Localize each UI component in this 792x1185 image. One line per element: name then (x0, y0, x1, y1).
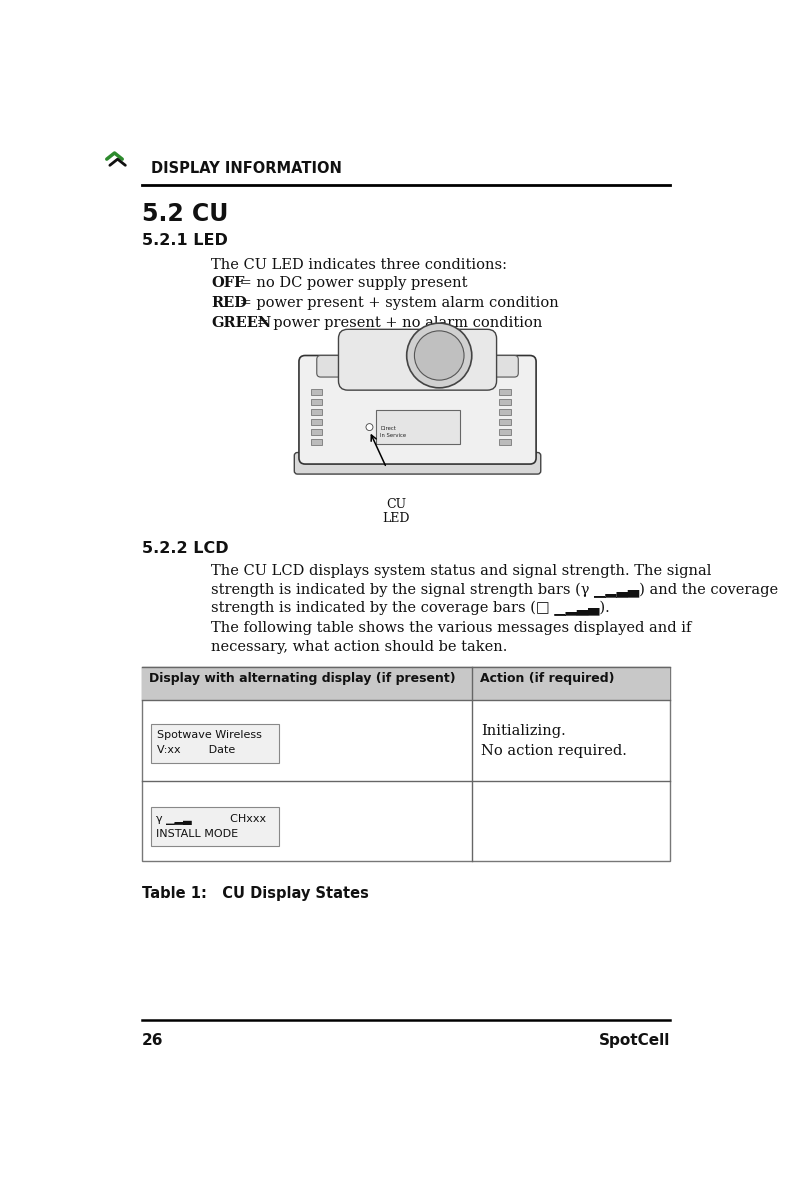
Text: γ ▁▂▃           CHxxx
INSTALL MODE: γ ▁▂▃ CHxxx INSTALL MODE (155, 814, 265, 839)
Bar (499, 389, 511, 395)
FancyBboxPatch shape (375, 410, 460, 444)
Bar (142, 667, 670, 699)
Text: strength is indicated by the signal strength bars (γ ▁▂▃▄) and the coverage: strength is indicated by the signal stre… (211, 583, 779, 598)
Text: Table 1:   CU Display States: Table 1: CU Display States (142, 886, 368, 901)
Text: RED: RED (211, 296, 247, 310)
Bar (310, 409, 322, 415)
Bar (310, 398, 322, 405)
Bar (499, 409, 511, 415)
Text: SpotCell: SpotCell (599, 1033, 670, 1048)
Text: OFF: OFF (211, 276, 245, 290)
Text: = no DC power supply present: = no DC power supply present (234, 276, 467, 290)
Text: 5.2.2 LCD: 5.2.2 LCD (142, 542, 228, 556)
Bar (151, 807, 279, 846)
Text: Display with alternating display (if present): Display with alternating display (if pre… (150, 672, 456, 685)
Circle shape (366, 423, 373, 430)
Bar (310, 438, 322, 444)
Text: 5.2.1 LED: 5.2.1 LED (142, 233, 227, 248)
Bar (142, 667, 670, 861)
Bar (499, 418, 511, 424)
Text: The following table shows the various messages displayed and if: The following table shows the various me… (211, 621, 691, 635)
Circle shape (406, 324, 472, 387)
Bar (499, 429, 511, 435)
Bar (151, 724, 279, 763)
Text: The CU LCD displays system status and signal strength. The signal: The CU LCD displays system status and si… (211, 564, 712, 578)
Text: necessary, what action should be taken.: necessary, what action should be taken. (211, 640, 508, 654)
FancyBboxPatch shape (299, 356, 536, 465)
FancyBboxPatch shape (338, 329, 497, 390)
Text: Action (if required): Action (if required) (480, 672, 615, 685)
Text: strength is indicated by the coverage bars (□ ▁▂▃▄).: strength is indicated by the coverage ba… (211, 601, 610, 616)
Bar (499, 398, 511, 405)
Text: CU: CU (386, 498, 406, 511)
Text: = power present + system alarm condition: = power present + system alarm condition (234, 296, 558, 310)
Circle shape (414, 331, 464, 380)
Bar (310, 418, 322, 424)
FancyBboxPatch shape (295, 453, 541, 474)
Bar (310, 389, 322, 395)
Text: 26: 26 (142, 1033, 163, 1048)
Text: 5.2 CU: 5.2 CU (142, 203, 228, 226)
Text: LED: LED (382, 512, 409, 525)
Text: Spotwave Wireless
V:xx        Date: Spotwave Wireless V:xx Date (157, 730, 262, 755)
Bar (310, 429, 322, 435)
FancyBboxPatch shape (317, 356, 518, 377)
Text: = power present + no alarm condition: = power present + no alarm condition (252, 316, 542, 331)
Text: The CU LED indicates three conditions:: The CU LED indicates three conditions: (211, 257, 508, 271)
Text: Direct
In Service: Direct In Service (380, 427, 406, 437)
Text: GREEN: GREEN (211, 316, 272, 331)
Text: Initializing.
No action required.: Initializing. No action required. (482, 724, 627, 758)
Text: DISPLAY INFORMATION: DISPLAY INFORMATION (151, 161, 342, 177)
Bar (499, 438, 511, 444)
